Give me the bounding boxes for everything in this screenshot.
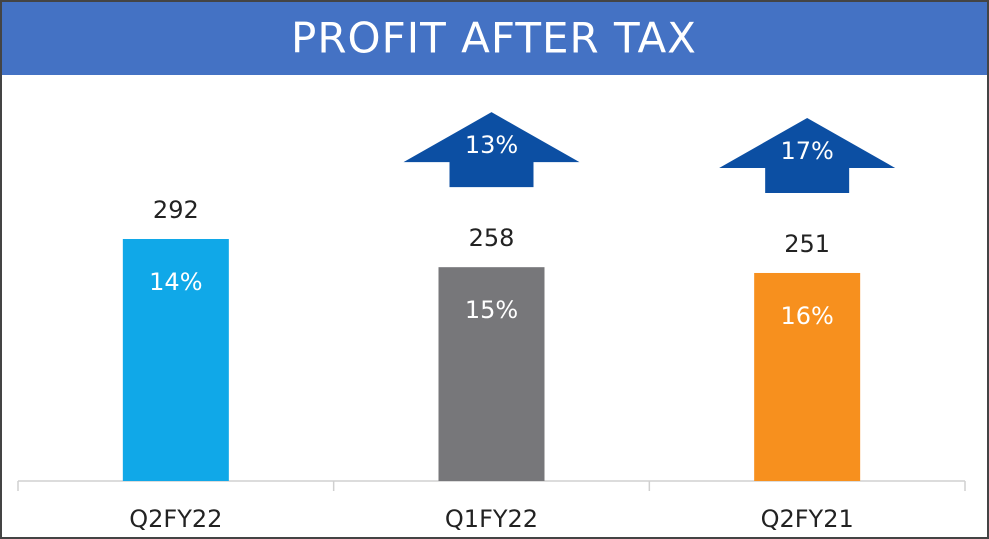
value-label: 251 <box>784 230 830 258</box>
bar <box>754 272 861 481</box>
value-label: 258 <box>469 224 515 252</box>
margin-label: 14% <box>149 268 202 296</box>
x-tick-label: Q2FY21 <box>761 505 854 533</box>
margin-label: 15% <box>465 296 518 324</box>
growth-label: 17% <box>780 137 833 165</box>
bar <box>122 239 229 481</box>
margin-label: 16% <box>780 302 833 330</box>
x-tick-label: Q2FY22 <box>129 505 222 533</box>
growth-label: 13% <box>465 131 518 159</box>
header-band <box>2 2 987 75</box>
growth-arrow <box>719 117 896 193</box>
x-tick-label: Q1FY22 <box>445 505 538 533</box>
growth-arrow <box>403 112 580 188</box>
chart-title: PROFIT AFTER TAX <box>291 14 697 63</box>
value-label: 292 <box>153 196 199 224</box>
bar <box>438 267 545 481</box>
